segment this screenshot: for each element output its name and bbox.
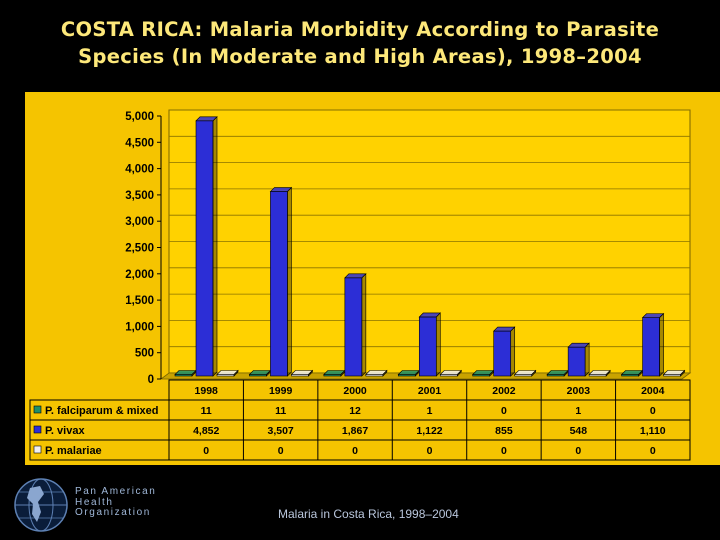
legend-swatch: [33, 405, 42, 414]
data-label: 548: [570, 425, 588, 437]
globe-logo-icon: [14, 478, 68, 532]
bar-pvivax-2002: [492, 326, 516, 377]
bar-pvivax-2003: [567, 342, 590, 377]
x-category-label: 2000: [343, 385, 367, 397]
bar-pmalariae-1999: [290, 369, 314, 377]
y-tick-label: 3,500: [125, 190, 154, 202]
data-label: 12: [349, 405, 361, 417]
legend-swatch: [33, 445, 42, 454]
bar-pmalariae-2004: [662, 369, 686, 377]
data-label: 0: [427, 445, 433, 457]
bar-pfalciparummixed-2002: [471, 369, 495, 377]
data-label: 0: [650, 405, 656, 417]
malaria-bar-chart: 0 500 1,000 1,500 2,000 2,500 3,000 3,500 4,000 4…: [29, 109, 692, 461]
data-label: 0: [575, 445, 581, 457]
bar-pfalciparummixed-2004: [620, 369, 644, 377]
bar-pvivax-1998: [195, 116, 218, 377]
data-label: 0: [501, 405, 507, 417]
data-label: 11: [275, 405, 286, 417]
bar-pfalciparummixed-2001: [397, 369, 421, 377]
data-label: 0: [352, 445, 358, 457]
data-label: 0: [278, 445, 284, 457]
bar-pvivax-2000: [344, 273, 367, 377]
x-category-label: 2002: [492, 385, 516, 397]
data-label: 4,852: [193, 425, 219, 437]
bar-pmalariae-2002: [513, 369, 537, 377]
bar-pmalariae-2003: [588, 369, 611, 377]
legend-label: P. vivax: [45, 425, 85, 437]
y-tick-label: 0: [148, 374, 154, 386]
y-tick-label: 2,000: [125, 269, 154, 281]
bar-pfalciparummixed-1998: [174, 369, 197, 377]
y-tick-label: 3,000: [125, 216, 154, 228]
x-category-label: 1999: [269, 385, 293, 397]
y-tick-label: 4,000: [125, 164, 154, 176]
title-line-2: Species (In Moderate and High Areas), 19…: [78, 45, 642, 68]
footer-caption: Malaria in Costa Rica, 1998–2004: [278, 507, 459, 521]
slide-title: COSTA RICA: Malaria Morbidity According …: [0, 16, 720, 70]
data-label: 1,122: [416, 425, 442, 437]
bar-pfalciparummixed-2003: [546, 369, 569, 377]
x-category-label: 1998: [195, 385, 219, 397]
bar-pmalariae-2000: [365, 369, 388, 377]
x-category-label: 2001: [418, 385, 442, 397]
data-label: 11: [201, 405, 212, 417]
org-line-2: Health: [75, 496, 114, 508]
y-tick-label: 500: [135, 348, 154, 360]
legend-label: P. falciparum & mixed: [45, 405, 159, 417]
x-category-label: 2003: [567, 385, 591, 397]
bar-pvivax-2001: [418, 312, 442, 377]
organization-name: Pan American Health Organization: [75, 486, 157, 519]
bar-pvivax-1999: [269, 186, 293, 377]
legend-swatch: [33, 425, 42, 434]
y-tick-label: 2,500: [125, 243, 154, 255]
data-label: 0: [501, 445, 507, 457]
data-label: 1: [427, 405, 433, 417]
data-label: 3,507: [268, 425, 294, 437]
y-tick-label: 5,000: [125, 111, 154, 123]
bar-pfalciparummixed-2000: [323, 369, 346, 377]
data-label: 1,110: [640, 425, 666, 437]
data-label: 855: [495, 425, 513, 437]
data-label: 0: [650, 445, 656, 457]
data-label: 1: [575, 405, 581, 417]
bar-pvivax-2004: [641, 312, 665, 377]
org-line-1: Pan American: [75, 486, 157, 497]
bar-pmalariae-1998: [216, 369, 239, 377]
org-line-3: Organization: [75, 507, 151, 518]
x-category-label: 2004: [641, 385, 665, 397]
y-tick-label: 4,500: [125, 137, 154, 149]
legend-label: P. malariae: [45, 445, 102, 457]
y-tick-label: 1,000: [125, 321, 154, 333]
data-label: 1,867: [342, 425, 368, 437]
chart-panel: 0 500 1,000 1,500 2,000 2,500 3,000 3,500 4,000 4…: [25, 92, 720, 465]
y-tick-label: 1,500: [125, 295, 154, 307]
bar-pmalariae-2001: [439, 369, 463, 377]
data-label: 0: [203, 445, 209, 457]
bar-pfalciparummixed-1999: [248, 369, 272, 377]
title-line-1: COSTA RICA: Malaria Morbidity According …: [60, 18, 660, 41]
